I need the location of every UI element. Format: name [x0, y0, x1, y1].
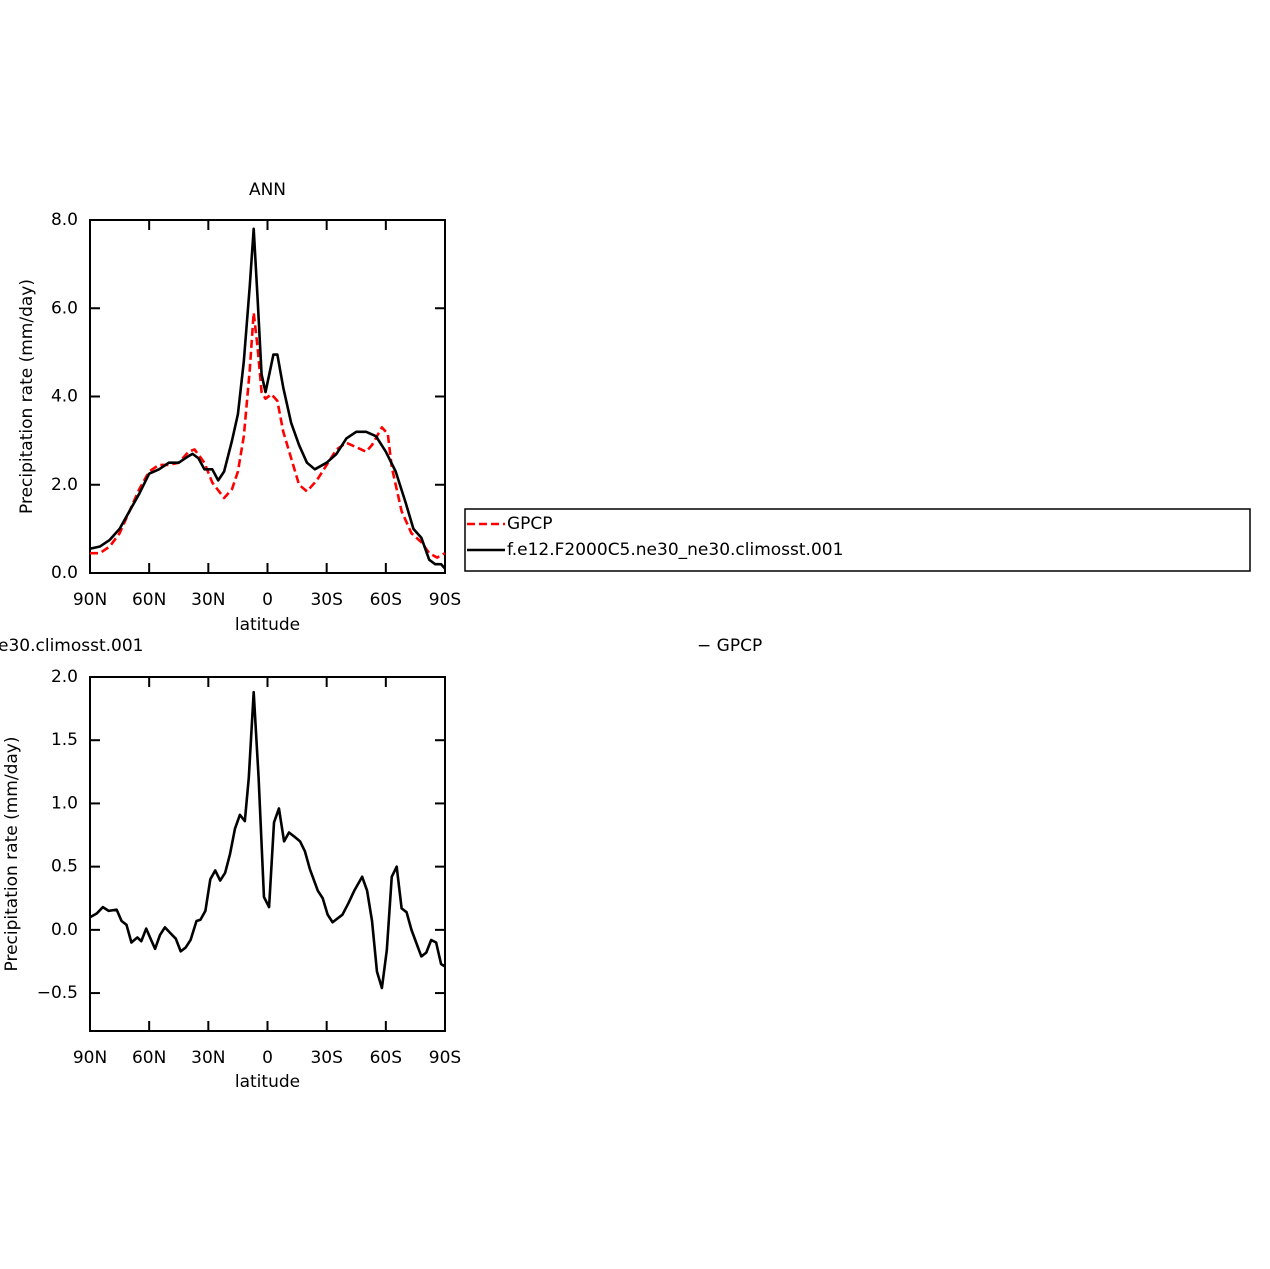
data-line [89, 227, 446, 570]
y-tick-label: 1.0 [51, 793, 78, 813]
y-tick-label: −0.5 [37, 983, 78, 1003]
chart-title: − GPCP [697, 636, 762, 656]
chart-title: e30.climosst.001 [0, 636, 143, 656]
y-tick-label: 2.0 [51, 667, 78, 687]
x-tick-label: 30N [191, 590, 225, 610]
plot-frame [89, 676, 446, 1032]
y-axis-label: Precipitation rate (mm/day) [17, 279, 37, 514]
x-tick-label: 90S [429, 590, 461, 610]
x-tick-label: 60N [132, 1048, 166, 1068]
data-line [90, 311, 446, 559]
y-tick-label: 0.5 [51, 857, 78, 877]
x-tick-label: 60S [370, 590, 402, 610]
x-tick-label: 0 [262, 590, 273, 610]
x-axis-label: latitude [235, 615, 300, 635]
y-tick-label: 0.0 [51, 920, 78, 940]
x-axis-label: latitude [235, 1072, 300, 1092]
x-tick-label: 0 [262, 1048, 273, 1068]
y-tick-label: 6.0 [51, 298, 78, 318]
x-tick-label: 90N [73, 1048, 107, 1068]
legend-label: f.e12.F2000C5.ne30_ne30.climosst.001 [507, 540, 843, 560]
x-tick-label: 60S [370, 1048, 402, 1068]
x-tick-label: 60N [132, 590, 166, 610]
y-tick-label: 2.0 [51, 475, 78, 495]
legend-box [464, 508, 1251, 572]
y-tick-label: 8.0 [51, 210, 78, 230]
x-tick-label: 30S [310, 590, 342, 610]
y-tick-label: 0.0 [51, 563, 78, 583]
y-tick-label: 4.0 [51, 387, 78, 407]
y-tick-label: 1.5 [51, 730, 78, 750]
x-tick-label: 90S [429, 1048, 461, 1068]
x-tick-label: 30S [310, 1048, 342, 1068]
y-axis-label: Precipitation rate (mm/day) [2, 737, 22, 972]
x-tick-label: 90N [73, 590, 107, 610]
legend-label: GPCP [507, 514, 553, 534]
chart-title: ANN [249, 180, 286, 200]
data-line [89, 690, 446, 990]
plot-frame [89, 219, 446, 574]
x-tick-label: 30N [191, 1048, 225, 1068]
